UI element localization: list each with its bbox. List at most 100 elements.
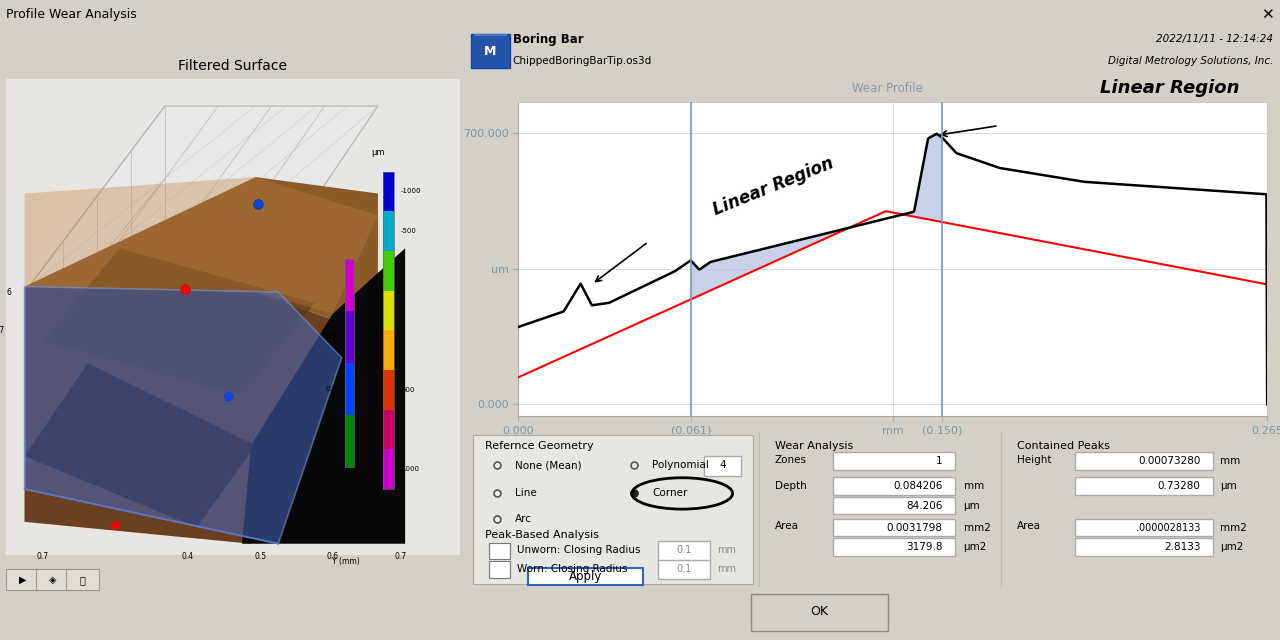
Polygon shape — [24, 363, 256, 527]
Text: ✕: ✕ — [1261, 7, 1274, 22]
Text: mm2: mm2 — [964, 523, 991, 532]
Text: Arc: Arc — [516, 513, 532, 524]
Polygon shape — [346, 311, 355, 363]
Polygon shape — [242, 248, 406, 544]
Polygon shape — [24, 177, 378, 336]
FancyBboxPatch shape — [704, 456, 741, 476]
Text: Contained Peaks: Contained Peaks — [1016, 441, 1110, 451]
Text: 84.206: 84.206 — [906, 500, 942, 511]
Polygon shape — [384, 330, 394, 370]
Polygon shape — [24, 287, 378, 544]
Text: 0.1: 0.1 — [676, 564, 691, 573]
Text: Profile Wear Analysis: Profile Wear Analysis — [6, 8, 137, 21]
Text: Apply: Apply — [568, 570, 602, 583]
FancyBboxPatch shape — [833, 497, 955, 515]
Text: Wear Analysis: Wear Analysis — [774, 441, 854, 451]
Text: Y (mm): Y (mm) — [333, 557, 360, 566]
Text: mm: mm — [1220, 456, 1240, 466]
Text: 0.7: 0.7 — [37, 552, 49, 561]
Text: None (Mean): None (Mean) — [516, 460, 582, 470]
Text: 0.084206: 0.084206 — [893, 481, 942, 491]
FancyBboxPatch shape — [6, 570, 40, 590]
Text: Line: Line — [516, 488, 538, 499]
Polygon shape — [384, 251, 394, 291]
Polygon shape — [24, 287, 342, 544]
Text: 0.73280: 0.73280 — [1158, 481, 1201, 491]
Polygon shape — [6, 79, 460, 555]
Text: μm: μm — [964, 500, 980, 511]
Text: μm: μm — [371, 148, 385, 157]
Text: OK: OK — [810, 605, 828, 618]
Text: mm2: mm2 — [1220, 523, 1247, 532]
Text: M: M — [484, 45, 497, 58]
Text: 0.7: 0.7 — [394, 552, 407, 561]
Text: mm: mm — [717, 564, 736, 573]
FancyBboxPatch shape — [1075, 452, 1212, 470]
Polygon shape — [29, 106, 378, 287]
Text: 1: 1 — [936, 456, 942, 466]
Text: Area: Area — [774, 522, 799, 531]
Text: .0000028133: .0000028133 — [1137, 523, 1201, 532]
Text: -500: -500 — [401, 228, 417, 234]
Text: 3179.8: 3179.8 — [906, 542, 942, 552]
Text: Refernce Geometry: Refernce Geometry — [485, 441, 593, 451]
FancyBboxPatch shape — [833, 538, 955, 556]
Polygon shape — [346, 363, 355, 415]
Polygon shape — [384, 291, 394, 330]
Polygon shape — [384, 172, 394, 211]
FancyBboxPatch shape — [658, 559, 709, 579]
FancyBboxPatch shape — [833, 452, 955, 470]
FancyBboxPatch shape — [472, 435, 753, 584]
Text: 500: 500 — [401, 387, 415, 393]
Text: Corner: Corner — [653, 488, 687, 499]
Text: Area: Area — [1016, 522, 1041, 531]
Text: ⬛: ⬛ — [79, 575, 86, 585]
Text: Polynomial: Polynomial — [653, 460, 709, 470]
Text: Wear Profile: Wear Profile — [852, 83, 923, 95]
Text: -1000: -1000 — [401, 189, 421, 195]
Text: 1000: 1000 — [401, 466, 419, 472]
Text: Linear Region: Linear Region — [710, 154, 837, 219]
Polygon shape — [24, 177, 378, 314]
Text: 0.5: 0.5 — [255, 552, 266, 561]
Text: Peak-Based Analysis: Peak-Based Analysis — [485, 531, 599, 540]
Polygon shape — [384, 370, 394, 410]
FancyBboxPatch shape — [489, 561, 511, 578]
Text: 0.4: 0.4 — [182, 552, 193, 561]
Text: ▶: ▶ — [19, 575, 27, 585]
FancyBboxPatch shape — [471, 35, 509, 68]
FancyBboxPatch shape — [833, 477, 955, 495]
Text: 0.8: 0.8 — [325, 334, 337, 340]
Text: mm: mm — [717, 545, 736, 555]
FancyBboxPatch shape — [750, 594, 888, 630]
Text: 4: 4 — [719, 460, 726, 470]
Text: Boring Bar: Boring Bar — [513, 33, 584, 45]
Text: 0.00073280: 0.00073280 — [1138, 456, 1201, 466]
FancyBboxPatch shape — [65, 570, 99, 590]
Text: Zones: Zones — [774, 455, 806, 465]
FancyBboxPatch shape — [833, 519, 955, 536]
Polygon shape — [42, 248, 315, 396]
Text: ◈: ◈ — [49, 575, 56, 585]
Text: 2.8133: 2.8133 — [1165, 542, 1201, 552]
FancyBboxPatch shape — [1075, 477, 1212, 495]
Polygon shape — [384, 449, 394, 489]
Polygon shape — [29, 106, 165, 522]
Polygon shape — [346, 259, 355, 311]
Text: 0.7: 0.7 — [0, 326, 4, 335]
FancyBboxPatch shape — [658, 541, 709, 561]
Text: 6: 6 — [6, 287, 12, 296]
Text: Height: Height — [1016, 455, 1051, 465]
Text: Filtered Surface: Filtered Surface — [178, 60, 288, 74]
Text: 0.9: 0.9 — [325, 386, 337, 392]
Text: 2022/11/11 - 12:14:24: 2022/11/11 - 12:14:24 — [1156, 34, 1274, 44]
Text: 0.6: 0.6 — [326, 552, 339, 561]
FancyBboxPatch shape — [529, 568, 644, 585]
FancyBboxPatch shape — [489, 543, 511, 559]
Text: Unworn: Closing Radius: Unworn: Closing Radius — [517, 545, 640, 555]
Text: Worn: Closing Radius: Worn: Closing Radius — [517, 564, 627, 573]
Text: Digital Metrology Solutions, Inc.: Digital Metrology Solutions, Inc. — [1108, 56, 1274, 66]
Polygon shape — [346, 415, 355, 467]
Text: 0.0031798: 0.0031798 — [887, 523, 942, 532]
Text: μm2: μm2 — [1220, 542, 1243, 552]
